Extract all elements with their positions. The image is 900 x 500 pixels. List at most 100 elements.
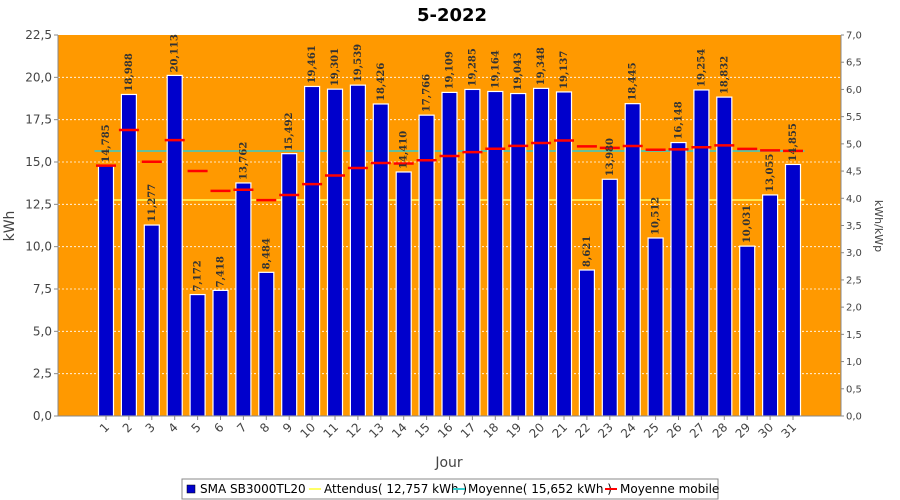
bar: [784, 163, 802, 417]
bars: [97, 74, 802, 417]
y-tick-label: 0,0: [33, 409, 52, 423]
legend-label: Attendus( 12,757 kWh ): [324, 482, 467, 496]
data-labels: 14,785 18,988 11,277 20,113 7,172 7,418 13,762…: [101, 34, 799, 291]
data-label: 10,512: [651, 197, 662, 235]
x-tick-label: 22: [572, 420, 593, 441]
y2-tick-label: 0,5: [846, 384, 862, 395]
data-label: 13,055: [765, 154, 776, 192]
x-tick-label: 9: [280, 420, 295, 435]
data-label: 13,980: [605, 138, 616, 176]
x-tick-label: 3: [143, 420, 158, 435]
bar: [143, 224, 160, 417]
bar: [212, 289, 229, 417]
x-tick-label: 27: [687, 420, 708, 441]
y-tick-label: 2,5: [33, 367, 52, 381]
y2-tick-label: 6,0: [846, 85, 862, 96]
data-label: 20,113: [170, 34, 181, 72]
x-tick-label: 6: [211, 420, 226, 435]
x-tick-label: 8: [257, 420, 272, 435]
x-tick-label: 16: [435, 420, 456, 441]
data-label: 13,762: [238, 142, 249, 180]
bar: [281, 153, 298, 417]
data-label: 19,164: [490, 50, 501, 88]
data-label: 11,277: [147, 184, 158, 222]
data-label: 18,445: [628, 62, 639, 100]
bar: [532, 87, 550, 417]
bar: [97, 165, 115, 417]
data-label: 18,426: [376, 63, 387, 101]
x-tick-label: 11: [320, 420, 341, 441]
y2-axis-label: kWh/kWp: [872, 200, 885, 252]
bar: [189, 293, 206, 417]
x-tick-label: 31: [778, 420, 799, 441]
x-tick-label: 14: [389, 420, 410, 441]
bar: [693, 89, 710, 417]
bar: [120, 93, 138, 417]
bar: [441, 91, 458, 417]
x-axis-label: Jour: [434, 455, 463, 471]
data-label: 7,172: [193, 260, 204, 291]
data-label: 8,484: [261, 238, 272, 269]
data-label: 7,418: [216, 256, 227, 287]
x-tick-label: 13: [366, 420, 387, 441]
y2-tick-label: 2,0: [846, 303, 862, 314]
bar: [761, 194, 779, 417]
x-tick-label: 24: [618, 420, 639, 441]
data-label: 19,301: [330, 48, 341, 86]
y-tick-label: 20,0: [25, 70, 52, 84]
data-label: 17,766: [422, 74, 433, 112]
bar: [235, 182, 252, 417]
x-tick-label: 5: [188, 420, 203, 435]
chart-title: 5-2022: [417, 5, 487, 26]
legend-swatch: [186, 484, 196, 494]
x-tick-label: 18: [481, 420, 502, 441]
y-axis-label: kWh: [2, 211, 18, 242]
x-tick-label: 1: [97, 420, 112, 435]
x-tick-label: 12: [343, 420, 364, 441]
data-label: 8,621: [582, 236, 593, 267]
x-tick-label: 26: [664, 420, 685, 441]
y-tick-label: 12,5: [25, 197, 52, 211]
y2-tick-label: 1,0: [846, 357, 862, 368]
data-label: 19,254: [696, 49, 707, 87]
x-tick-label: 28: [710, 420, 731, 441]
y2-tick-label: 2,5: [846, 275, 862, 286]
bar: [349, 84, 366, 417]
legend: SMA SB3000TL20 Attendus( 12,757 kWh ) Moye…: [181, 478, 719, 500]
y-tick-label: 22,5: [25, 28, 52, 42]
x-tick-label: 30: [756, 420, 777, 441]
bar: [487, 90, 504, 417]
bar: [395, 171, 412, 417]
legend-box: [181, 478, 719, 500]
bar: [578, 269, 596, 417]
bar: [258, 271, 275, 417]
y-tick-label: 17,5: [25, 113, 52, 127]
legend-label: SMA SB3000TL20: [200, 482, 306, 496]
grid: [58, 76, 841, 375]
y-tick-label: 5,0: [33, 324, 52, 338]
x-tick-label: 19: [504, 420, 525, 441]
bar: [510, 92, 527, 417]
bar: [647, 237, 664, 417]
x-tick-label: 4: [166, 420, 181, 435]
bar: [624, 103, 641, 417]
bar: [166, 74, 183, 417]
moving-average: [96, 128, 803, 202]
x-tick-label: 7: [234, 420, 249, 435]
data-label: 19,109: [445, 51, 456, 89]
data-label: 19,137: [559, 51, 570, 89]
x-tick-label: 10: [298, 420, 319, 441]
x-tick-label: 20: [527, 420, 548, 441]
x-tick-label: 23: [595, 420, 616, 441]
y-tick-label: 7,5: [33, 282, 52, 296]
y2-tick-label: 7,0: [846, 31, 862, 42]
y-tick-label: 10,0: [25, 240, 52, 254]
bar: [372, 103, 389, 417]
bar: [670, 141, 687, 417]
data-label: 19,043: [513, 52, 524, 90]
y2-tick-label: 4,5: [846, 167, 862, 178]
x-tick-label: 21: [549, 420, 570, 441]
y2-tick-label: 1,5: [846, 330, 862, 341]
data-label: 16,148: [674, 101, 685, 139]
